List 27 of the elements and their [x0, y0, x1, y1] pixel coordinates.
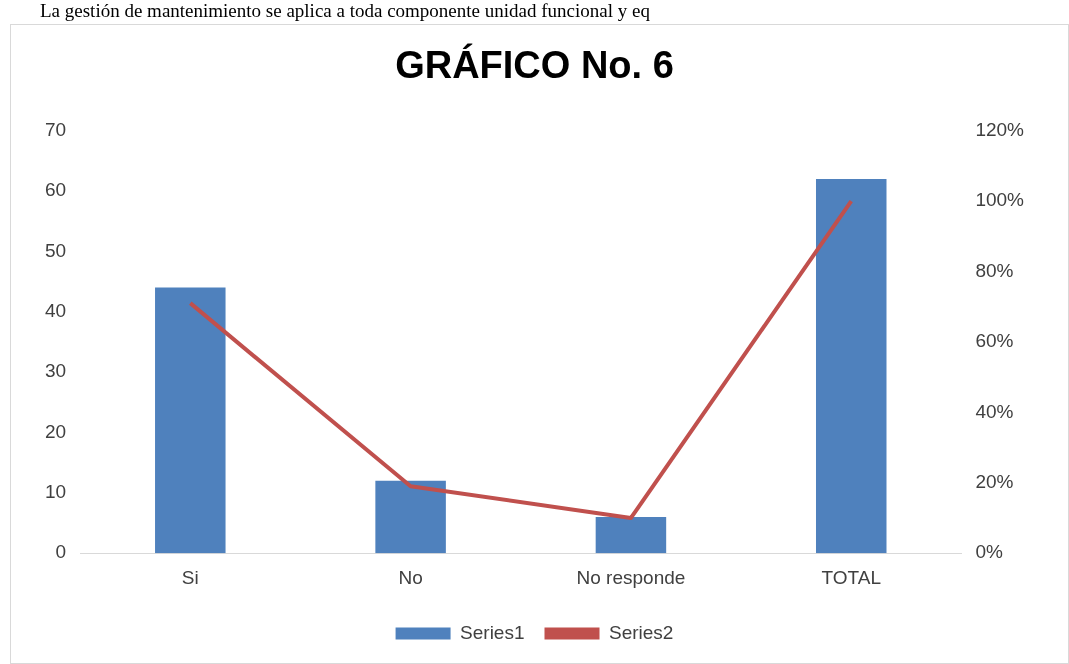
chart-title: GRÁFICO No. 6	[395, 43, 674, 87]
y2-tick-label: 100%	[975, 189, 1025, 211]
y2-tick-label: 60%	[975, 330, 1014, 352]
legend-label: Series2	[609, 621, 674, 643]
legend-label: Series1	[460, 621, 525, 643]
y-tick-label: 60	[44, 179, 67, 201]
bar	[595, 516, 667, 554]
y2-tick-label: 120%	[975, 118, 1025, 140]
text: La gestión de mantenimiento se aplica a toda componente unidad funcional y eq	[40, 0, 650, 22]
x-tick-label: Si	[181, 566, 199, 588]
y-tick-label: 40	[44, 299, 67, 321]
x-tick-label: No responde	[576, 566, 686, 588]
bar	[155, 287, 226, 554]
y-tick-label: 0	[55, 541, 67, 563]
y-tick-label: 70	[44, 118, 67, 140]
bar	[375, 480, 446, 554]
y2-tick-label: 80%	[975, 259, 1014, 281]
bar	[816, 178, 887, 554]
x-tick-label: No	[398, 566, 423, 588]
y-tick-label: 10	[44, 481, 67, 503]
y-tick-label: 50	[44, 239, 67, 261]
y-tick-label: 20	[44, 420, 67, 442]
x-tick-label: TOTAL	[821, 566, 881, 588]
y2-tick-label: 20%	[975, 471, 1014, 492]
y-tick-label: 30	[44, 360, 67, 382]
y2-tick-label: 0%	[975, 541, 1003, 563]
y2-tick-label: 40%	[975, 400, 1014, 422]
